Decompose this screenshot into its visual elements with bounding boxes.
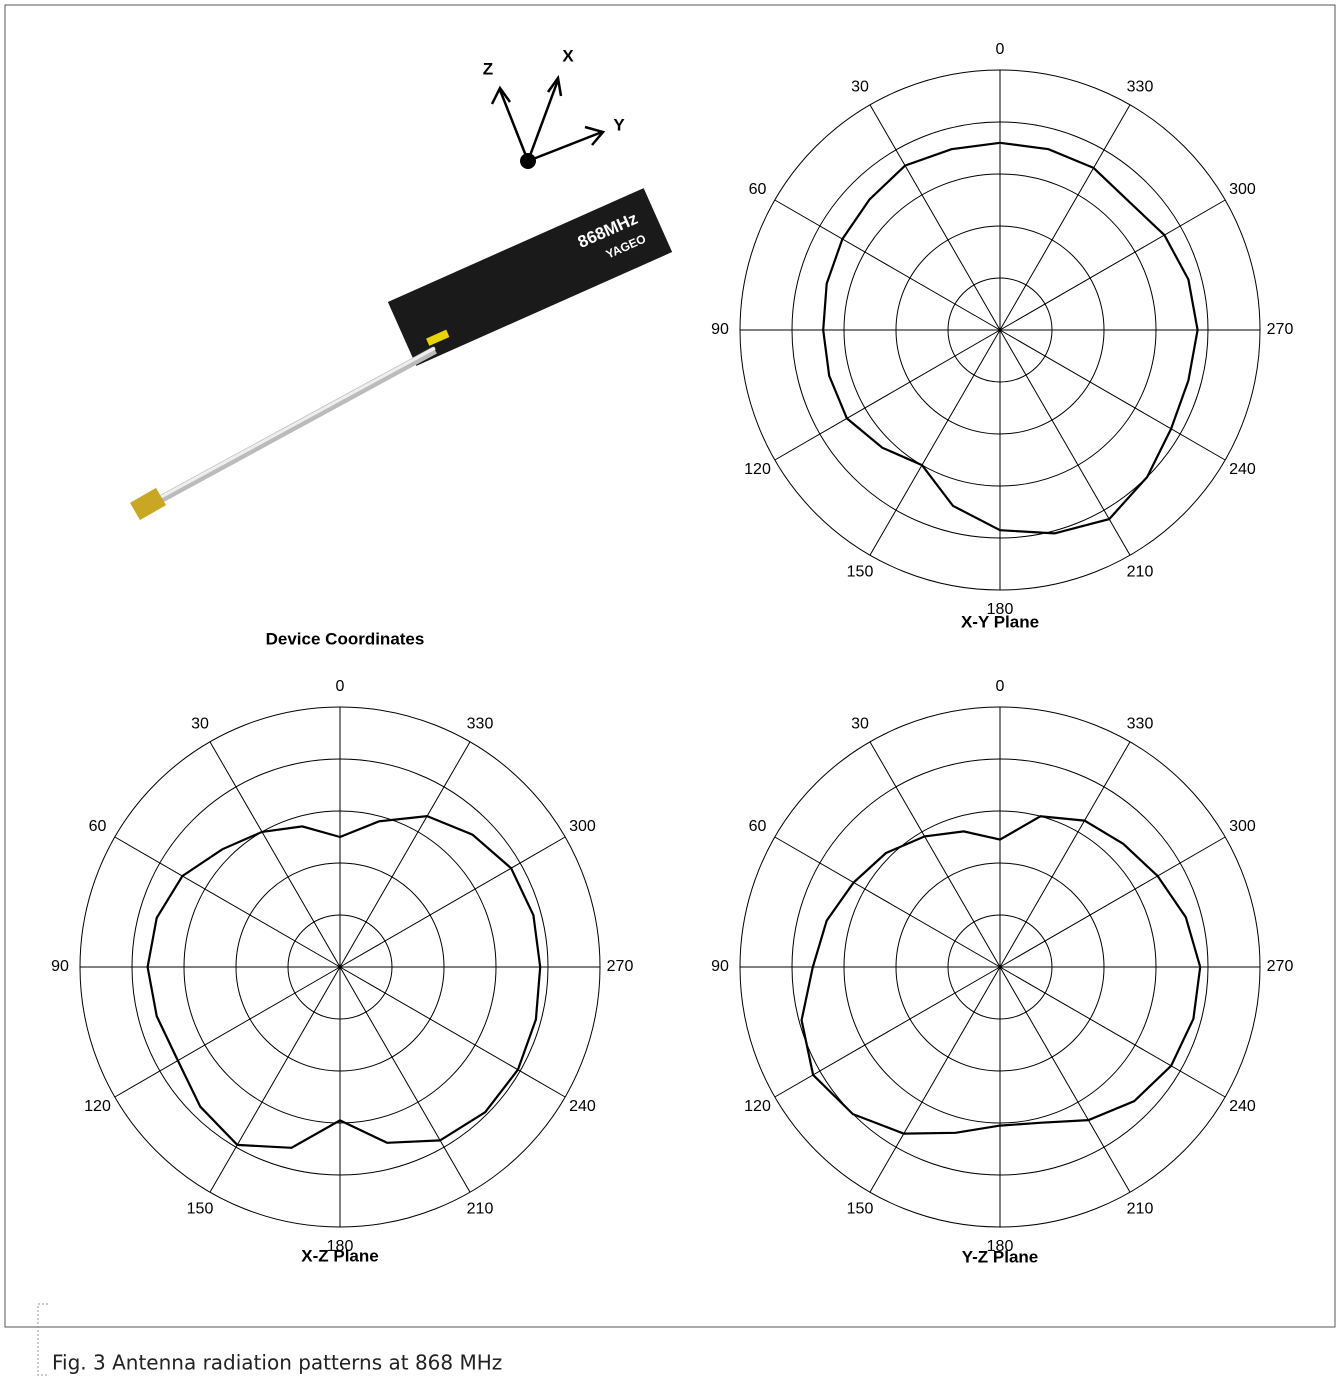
x-axis	[528, 80, 558, 161]
angle-label: 60	[749, 818, 767, 835]
spoke	[870, 742, 1000, 967]
spoke	[1000, 742, 1130, 967]
spoke	[1000, 200, 1225, 330]
chart-title: X-Y Plane	[961, 612, 1039, 631]
frame	[5, 5, 1335, 1327]
angle-label: 90	[711, 321, 729, 338]
spoke	[340, 967, 470, 1192]
angle-label: 60	[89, 818, 107, 835]
angle-label: 210	[467, 1201, 494, 1218]
angle-label: 0	[996, 678, 1005, 695]
angle-label: 120	[744, 1098, 771, 1115]
angle-label: 30	[191, 716, 209, 733]
pattern-line	[802, 816, 1201, 1133]
y-axis	[528, 132, 602, 161]
spoke	[210, 742, 340, 967]
device-drawing: Z X Y 868MHz YAGEO Device Coordinates	[130, 46, 672, 648]
spoke	[1000, 330, 1225, 460]
spoke	[870, 967, 1000, 1192]
spoke	[1000, 330, 1130, 555]
spoke	[1000, 837, 1225, 967]
z-axis	[500, 90, 528, 161]
cable-highlight	[150, 348, 435, 503]
angle-label: 270	[607, 958, 634, 975]
angle-label: 330	[1127, 79, 1154, 96]
angle-label: 90	[51, 958, 69, 975]
angle-label: 240	[569, 1098, 596, 1115]
angle-label: 270	[1267, 321, 1294, 338]
spoke	[340, 742, 470, 967]
pattern-line	[148, 816, 541, 1148]
spoke	[775, 200, 1000, 330]
angle-label: 150	[847, 564, 874, 581]
angle-label: 330	[1127, 716, 1154, 733]
spoke	[870, 330, 1000, 555]
angle-label: 60	[749, 181, 767, 198]
spoke	[340, 837, 565, 967]
spoke	[775, 330, 1000, 460]
spoke	[115, 967, 340, 1097]
angle-label: 150	[847, 1201, 874, 1218]
angle-label: 30	[851, 79, 869, 96]
figure: Fig. 3 Antenna radiation patterns at 868…	[0, 0, 1339, 1384]
bracket	[38, 1304, 48, 1375]
angle-label: 330	[467, 716, 494, 733]
angle-label: 270	[1267, 958, 1294, 975]
page: Fig. 3 Antenna radiation patterns at 868…	[0, 0, 1339, 1389]
antenna: 868MHz YAGEO	[388, 188, 672, 366]
axis-label: Z	[483, 59, 493, 78]
spoke	[1000, 967, 1130, 1192]
angle-label: 210	[1127, 564, 1154, 581]
angle-label: 240	[1229, 1098, 1256, 1115]
chart-title: Y-Z Plane	[962, 1247, 1039, 1266]
angle-label: 210	[1127, 1201, 1154, 1218]
angle-label: 120	[744, 461, 771, 478]
axis-label: X	[562, 46, 574, 65]
angle-label: 0	[336, 678, 345, 695]
angle-label: 240	[1229, 461, 1256, 478]
angle-label: 150	[187, 1201, 214, 1218]
caption: Fig. 3 Antenna radiation patterns at 868…	[52, 1351, 502, 1375]
spoke	[210, 967, 340, 1192]
angle-label: 0	[996, 41, 1005, 58]
axis-label: Y	[613, 115, 625, 134]
angle-label: 120	[84, 1098, 111, 1115]
z-arrow	[492, 88, 510, 104]
device-title: Device Coordinates	[266, 629, 425, 648]
chart-title: X-Z Plane	[301, 1246, 378, 1265]
connector	[130, 488, 166, 520]
spoke	[870, 105, 1000, 330]
cable	[150, 350, 435, 505]
origin	[520, 153, 536, 169]
spoke	[775, 837, 1000, 967]
angle-label: 300	[1229, 181, 1256, 198]
angle-label: 30	[851, 716, 869, 733]
angle-label: 300	[1229, 818, 1256, 835]
spoke	[1000, 105, 1130, 330]
angle-label: 90	[711, 958, 729, 975]
pattern-line	[823, 143, 1197, 534]
angle-label: 300	[569, 818, 596, 835]
spoke	[115, 837, 340, 967]
spoke	[1000, 967, 1225, 1097]
